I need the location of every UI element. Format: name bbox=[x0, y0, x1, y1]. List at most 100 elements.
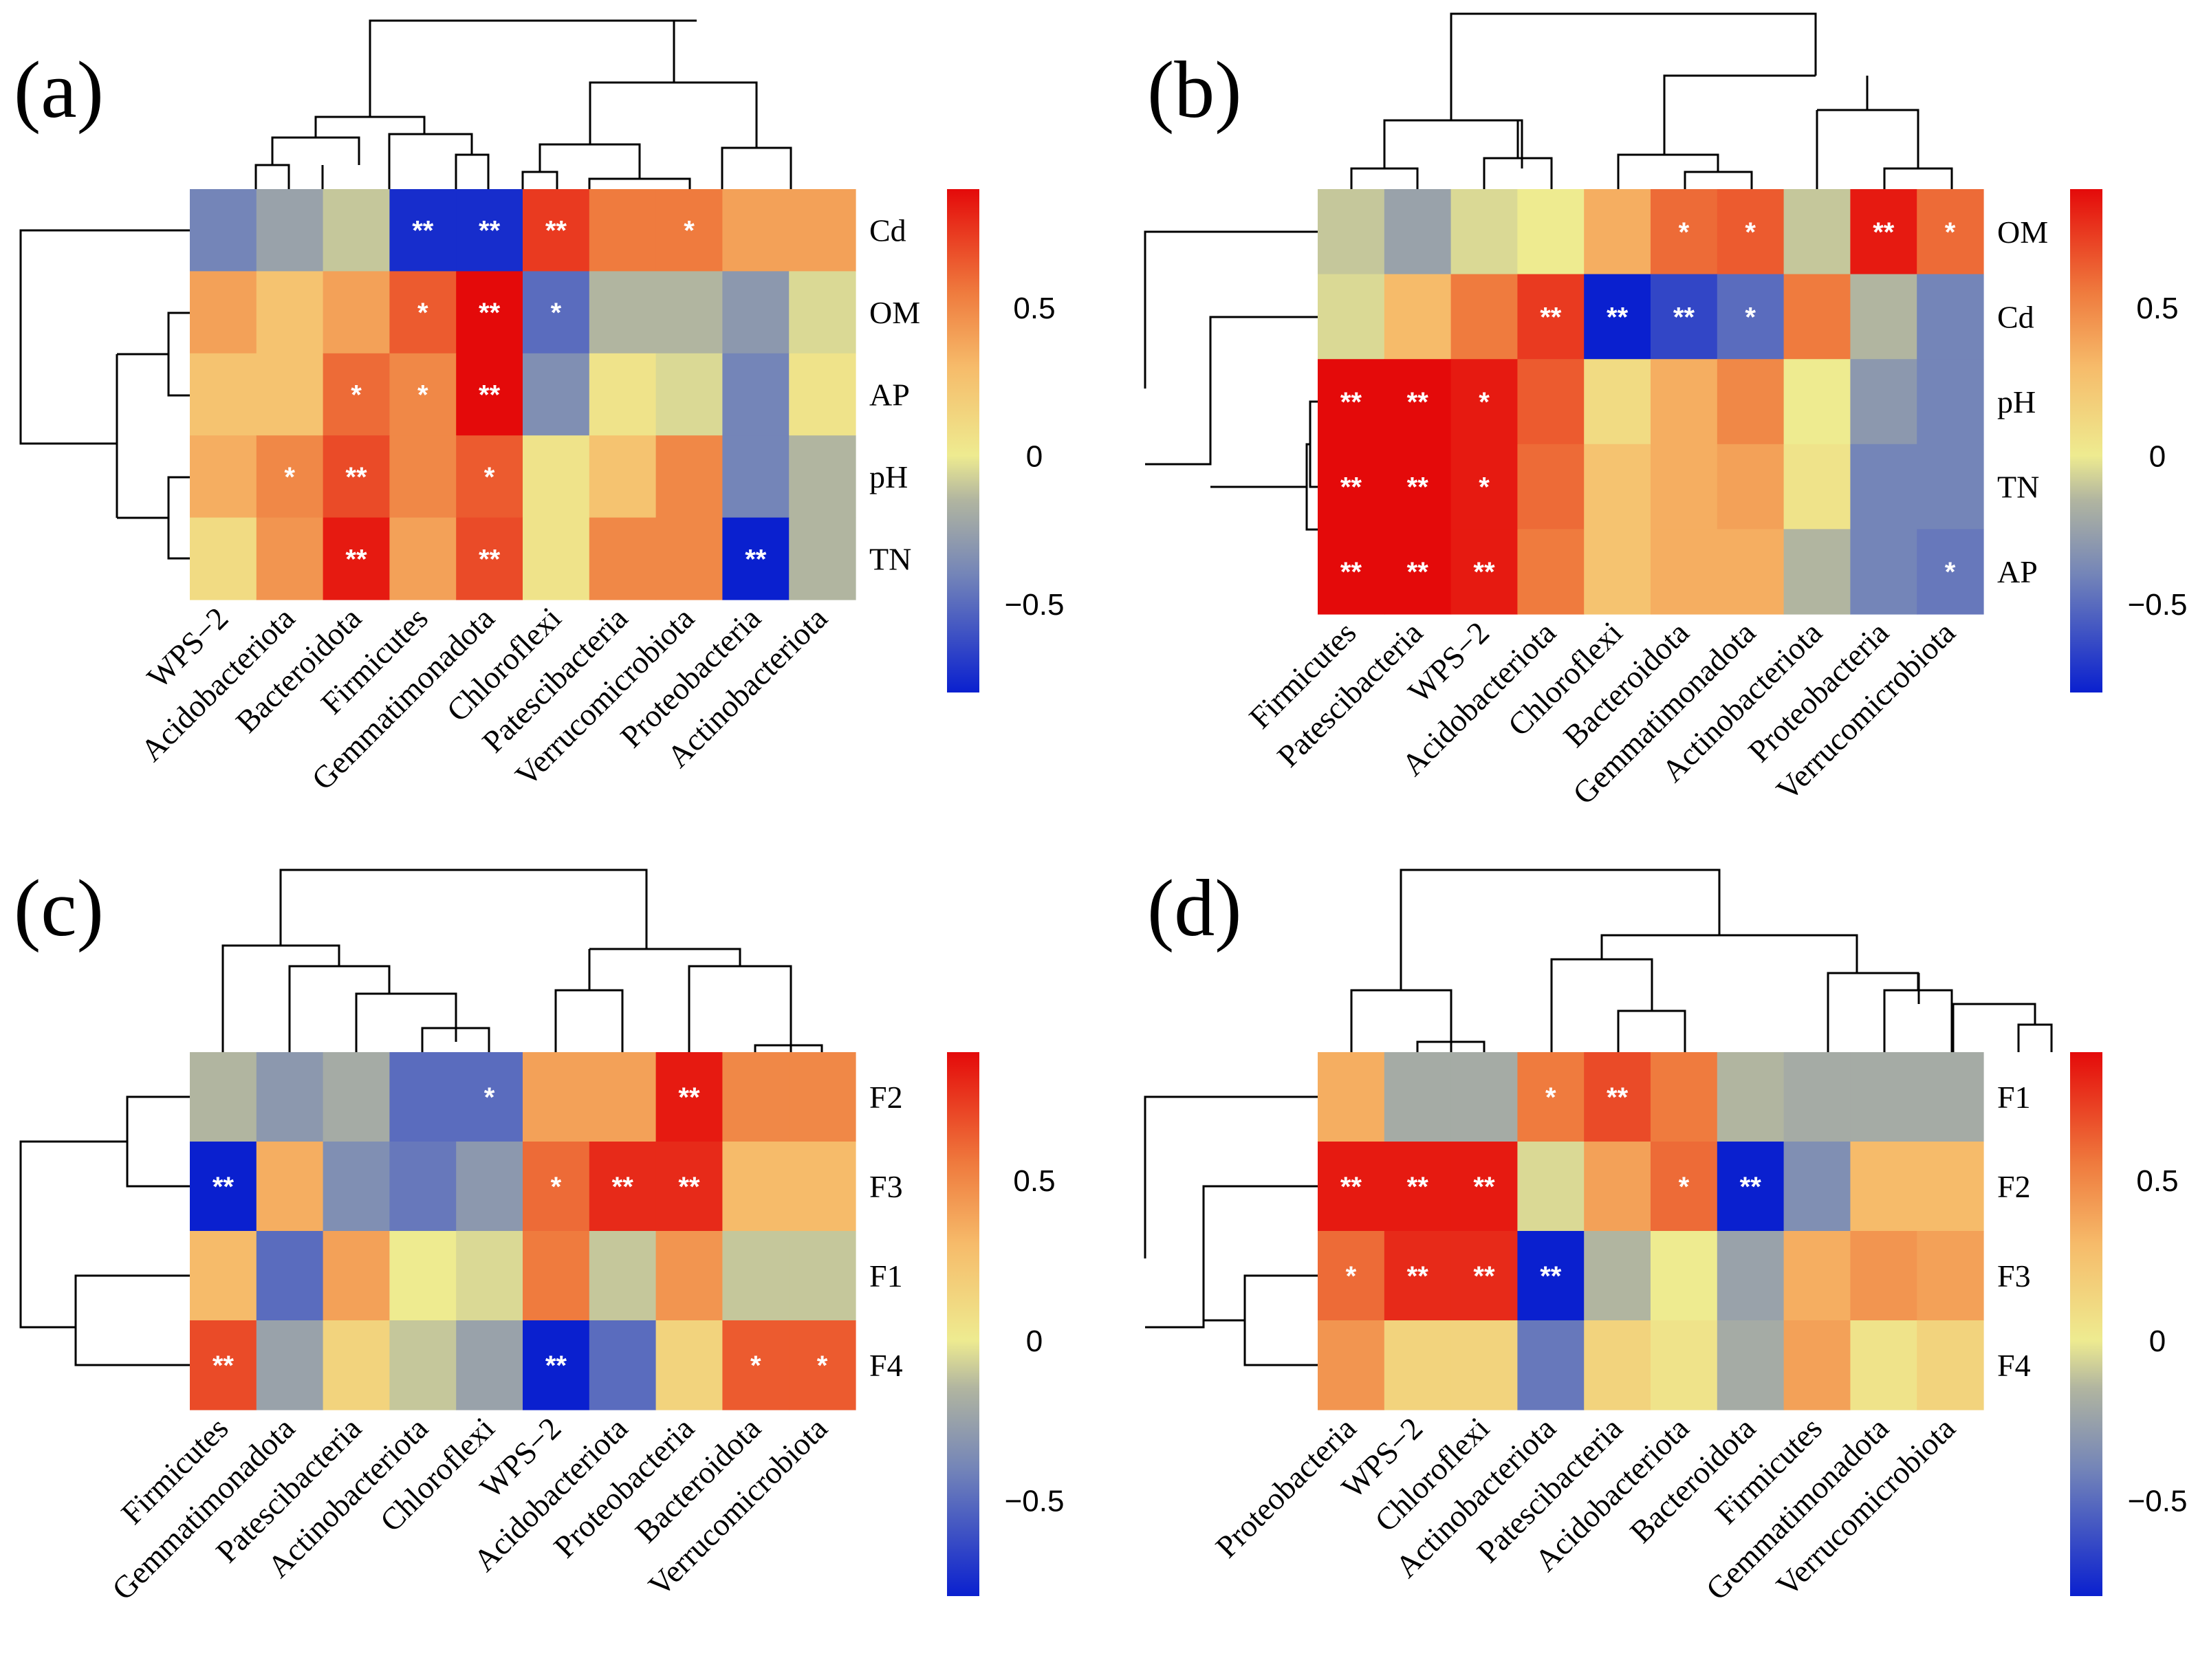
cell-cd-gemmatimonadota bbox=[1717, 274, 1785, 360]
column-dendrogram bbox=[221, 869, 823, 1052]
cell-ap-verrucomicrobiota bbox=[655, 353, 723, 436]
cell-om-verrucomicrobiota bbox=[655, 271, 723, 354]
cell-om-wps-2 bbox=[1450, 189, 1518, 275]
significance-mark: ** bbox=[1407, 387, 1429, 417]
row-label-f3: F3 bbox=[1997, 1258, 2031, 1294]
significance-mark: * bbox=[1346, 1261, 1357, 1291]
cell-ap-patescibacteria bbox=[589, 353, 657, 436]
significance-mark: ** bbox=[1407, 472, 1429, 503]
cell-f3-acidobacteriota bbox=[1651, 1231, 1718, 1321]
cell-tn-bacteroidota bbox=[323, 517, 390, 600]
cell-f3-verrucomicrobiota bbox=[1917, 1231, 1984, 1321]
colorbar-gradient bbox=[947, 1052, 979, 1596]
row-label-tn: TN bbox=[1997, 470, 2039, 505]
significance-mark: * bbox=[684, 216, 695, 246]
significance-mark: ** bbox=[479, 298, 501, 328]
significance-mark: * bbox=[417, 298, 428, 328]
cell-tn-firmicutes bbox=[389, 517, 457, 600]
cell-cd-firmicutes bbox=[1318, 274, 1385, 360]
significance-mark: ** bbox=[1407, 1261, 1429, 1291]
heatmap-cells: * **** ** ** * *** ** ** ** bbox=[1318, 1052, 1984, 1410]
cell-om-wps-2 bbox=[190, 271, 257, 354]
cell-f3-wps-2 bbox=[1384, 1231, 1452, 1321]
cell-om-chloroflexi bbox=[523, 271, 590, 354]
significance-mark: * bbox=[1545, 1082, 1556, 1113]
row-label-om: OM bbox=[869, 295, 920, 330]
cell-ph-actinobacteriota bbox=[1783, 359, 1851, 445]
panel-label: (a) bbox=[14, 45, 104, 135]
cell-f3-patescibacteria bbox=[1584, 1231, 1651, 1321]
cell-om-actinobacteriota bbox=[789, 271, 856, 354]
cell-tn-wps-2 bbox=[1450, 444, 1518, 530]
significance-mark: ** bbox=[1540, 1261, 1562, 1291]
colorbar-tick-label: −0.5 bbox=[1005, 588, 1065, 622]
cell-f4-acidobacteriota bbox=[1651, 1320, 1718, 1410]
cell-tn-verrucomicrobiota bbox=[655, 517, 723, 600]
cell-f3-proteobacteria bbox=[655, 1142, 723, 1232]
row-dendrogram bbox=[1144, 230, 1318, 531]
cell-f2-wps-2 bbox=[523, 1052, 590, 1142]
panel-b: (b) * * ** *** ** ** *** ** *** ** *** ** ** * OMCdpH… bbox=[1144, 12, 2187, 811]
cell-f1-firmicutes bbox=[190, 1231, 257, 1321]
significance-mark: * bbox=[351, 380, 362, 411]
significance-mark: ** bbox=[1873, 217, 1895, 248]
cell-ph-patescibacteria bbox=[589, 435, 657, 519]
cell-ap-bacteroidota bbox=[323, 353, 390, 436]
cell-f1-patescibacteria bbox=[323, 1231, 390, 1321]
row-label-f2: F2 bbox=[1997, 1169, 2031, 1204]
significance-mark: ** bbox=[345, 544, 367, 574]
cell-om-gemmatimonadota bbox=[1717, 189, 1785, 275]
cell-f2-bacteroidota bbox=[722, 1052, 790, 1142]
significance-mark: ** bbox=[545, 1351, 567, 1381]
cell-f3-verrucomicrobiota bbox=[789, 1142, 856, 1232]
cell-f1-acidobacteriota bbox=[589, 1231, 657, 1321]
row-label-om: OM bbox=[1997, 215, 2048, 250]
cell-f3-proteobacteria bbox=[1318, 1231, 1385, 1321]
colorbar-tick-label: 0.5 bbox=[2136, 1164, 2178, 1198]
significance-mark: ** bbox=[1407, 1172, 1429, 1202]
cell-f1-proteobacteria bbox=[655, 1231, 723, 1321]
significance-mark: ** bbox=[479, 216, 501, 246]
column-dendrogram bbox=[1350, 12, 1953, 189]
colorbar: 0.5 0 −0.5 bbox=[2070, 189, 2187, 692]
cell-f4-wps-2 bbox=[1384, 1320, 1452, 1410]
cell-tn-chloroflexi bbox=[523, 517, 590, 600]
cell-tn-actinobacteriota bbox=[789, 517, 856, 600]
cell-ph-verrucomicrobiota bbox=[1917, 359, 1984, 445]
cell-ap-wps-2 bbox=[190, 353, 257, 436]
row-label-tn: TN bbox=[869, 541, 911, 576]
cell-f3-acidobacteriota bbox=[589, 1142, 657, 1232]
cell-ph-proteobacteria bbox=[1850, 359, 1917, 445]
significance-mark: * bbox=[1945, 557, 1956, 587]
cell-cd-acidobacteriota bbox=[1517, 274, 1585, 360]
cell-tn-proteobacteria bbox=[1850, 444, 1917, 530]
cell-ap-patescibacteria bbox=[1384, 529, 1452, 615]
cell-f4-proteobacteria bbox=[1318, 1320, 1385, 1410]
significance-mark: ** bbox=[479, 544, 501, 574]
significance-mark: ** bbox=[745, 544, 767, 574]
cell-ap-acidobacteriota bbox=[256, 353, 324, 436]
cell-tn-firmicutes bbox=[1318, 444, 1385, 530]
cell-om-bacteroidota bbox=[1651, 189, 1718, 275]
cell-cd-proteobacteria bbox=[1850, 274, 1917, 360]
cell-f1-chloroflexi bbox=[1450, 1052, 1518, 1142]
cell-ap-chloroflexi bbox=[1584, 529, 1651, 615]
cell-f2-patescibacteria bbox=[1584, 1142, 1651, 1232]
significance-mark: ** bbox=[1340, 387, 1362, 417]
cell-f1-patescibacteria bbox=[1584, 1052, 1651, 1142]
cell-cd-bacteroidota bbox=[323, 189, 390, 272]
cell-f4-wps-2 bbox=[523, 1320, 590, 1410]
cell-f3-actinobacteriota bbox=[389, 1142, 457, 1232]
cell-f2-actinobacteriota bbox=[1517, 1142, 1585, 1232]
significance-mark: ** bbox=[678, 1172, 700, 1202]
colorbar-gradient bbox=[2070, 1052, 2102, 1596]
cell-tn-acidobacteriota bbox=[1517, 444, 1585, 530]
row-label-ap: AP bbox=[1997, 554, 2038, 589]
cell-cd-acidobacteriota bbox=[256, 189, 324, 272]
row-dendrogram bbox=[1144, 1095, 1318, 1366]
row-label-f3: F3 bbox=[869, 1169, 903, 1204]
cell-om-proteobacteria bbox=[1850, 189, 1917, 275]
cell-f2-firmicutes bbox=[1783, 1142, 1851, 1232]
significance-mark: ** bbox=[612, 1172, 634, 1202]
